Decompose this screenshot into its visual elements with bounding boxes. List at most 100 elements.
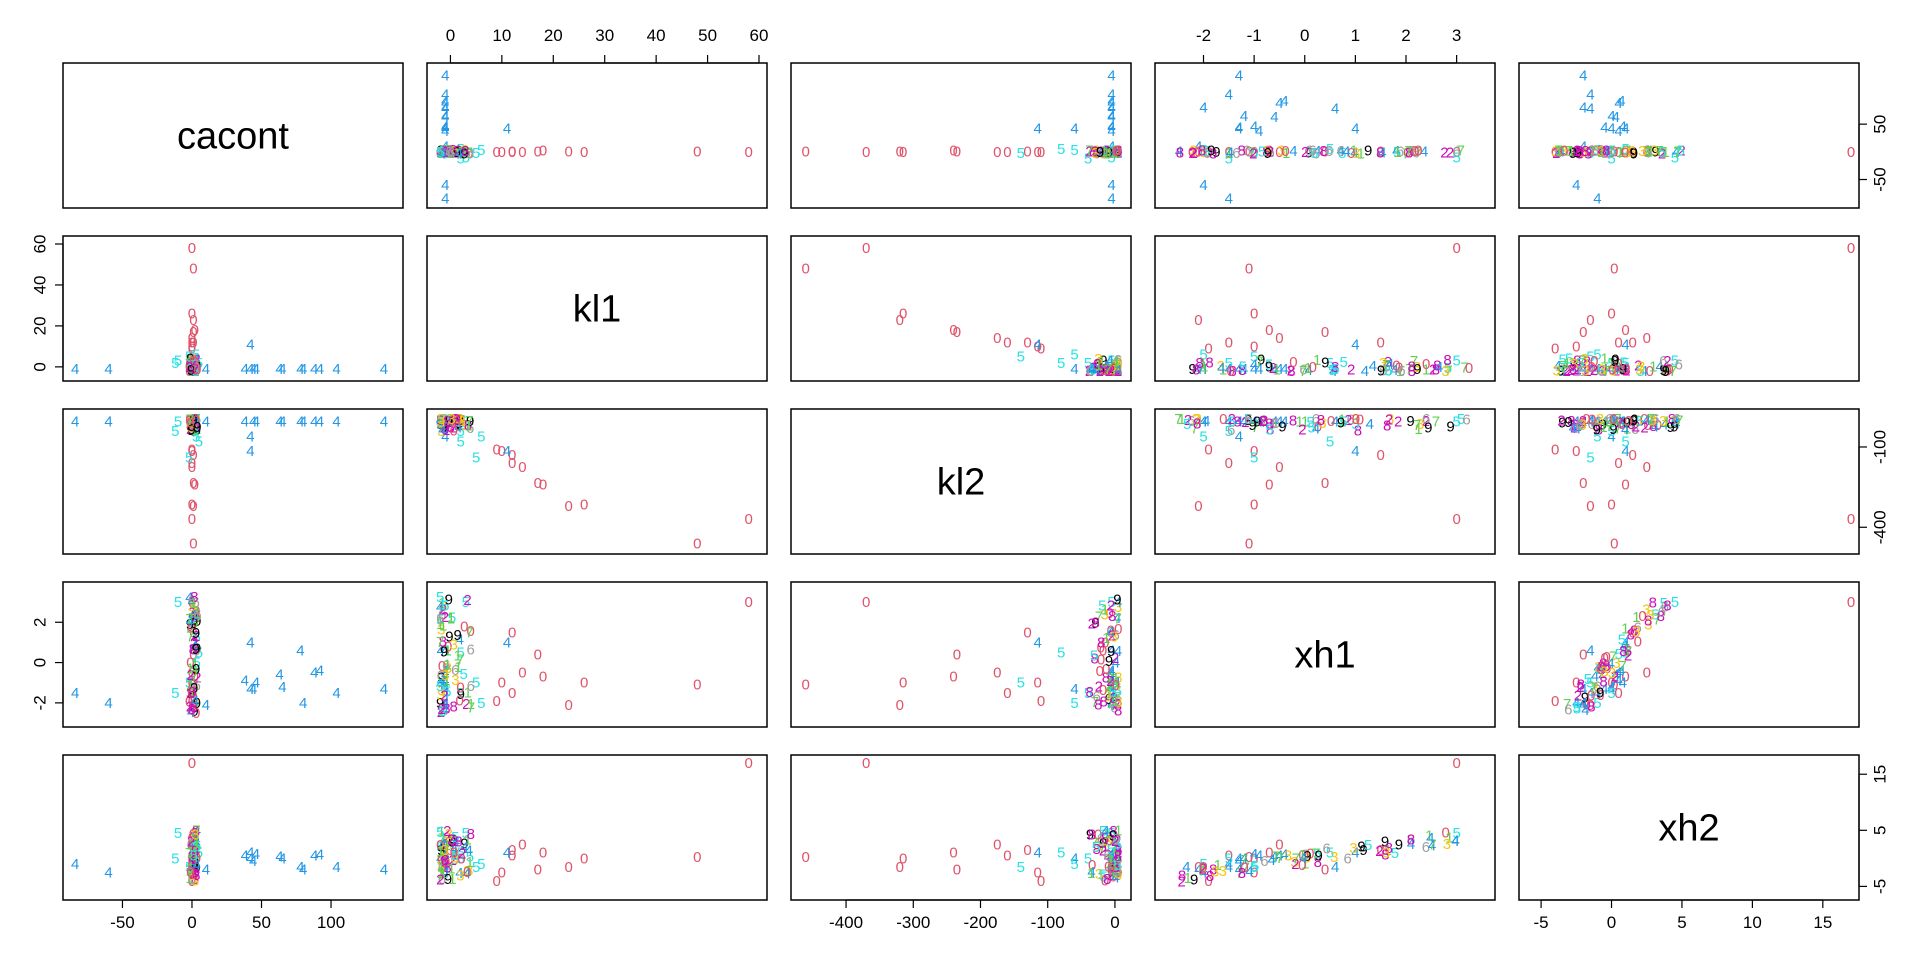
point-group-0: 0 [1250,497,1258,514]
point-group-6: 6 [1631,421,1639,438]
point-group-4: 4 [1107,846,1115,863]
point-group-5: 5 [1057,845,1065,862]
point-group-9: 9 [436,416,444,433]
point-group-0: 0 [1250,850,1258,867]
point-group-8: 8 [1376,145,1384,162]
point-group-9: 9 [1108,363,1116,380]
point-group-6: 6 [1093,689,1101,706]
point-group-0: 0 [192,603,200,620]
point-group-5: 5 [1338,145,1346,162]
point-group-4: 4 [1640,363,1648,380]
point-group-5: 5 [1658,144,1666,161]
point-group-4: 4 [191,420,199,437]
point-group-0: 0 [518,144,526,161]
point-group-0: 0 [565,143,573,160]
point-group-0: 0 [1643,144,1651,161]
point-group-7: 7 [191,607,199,624]
point-group-4: 4 [191,693,199,710]
point-group-4: 4 [1280,414,1288,431]
point-group-5: 5 [451,829,459,846]
point-group-8: 8 [189,699,197,716]
point-group-5: 5 [1457,411,1465,428]
point-group-9: 9 [460,145,468,162]
point-group-6: 6 [1453,144,1461,161]
point-group-0: 0 [437,850,445,867]
panel-xh1-vs-kl1: 0000000000044444444444444445555517540137… [426,581,768,728]
point-group-9: 9 [1377,362,1385,379]
point-group-7: 7 [1113,360,1121,377]
point-group-1: 1 [448,871,456,888]
point-group-3: 3 [1211,864,1219,881]
point-group-4: 4 [1270,849,1278,866]
point-group-1: 1 [437,145,445,162]
point-group-9: 9 [1265,358,1273,375]
point-group-4: 4 [1235,414,1243,431]
point-group-3: 3 [189,357,197,374]
point-group-8: 8 [1109,823,1117,840]
point-group-4: 4 [1607,414,1615,431]
point-group-3: 3 [192,362,200,379]
point-group-2: 2 [1103,847,1111,864]
point-group-0: 0 [1298,857,1306,874]
point-group-6: 6 [1591,363,1599,380]
point-group-2: 2 [1573,143,1581,160]
point-group-2: 2 [1091,143,1099,160]
point-group-5: 5 [1593,142,1601,159]
point-group-1: 1 [438,595,446,612]
point-group-4: 4 [1101,823,1109,840]
point-group-5: 5 [1199,428,1207,445]
point-group-4: 4 [202,361,210,378]
tick-label: 10 [492,26,511,45]
point-group-9: 9 [1253,414,1261,431]
point-group-0: 0 [1194,859,1202,876]
point-group-9: 9 [1558,415,1566,432]
point-group-4: 4 [1337,143,1345,160]
point-group-4: 4 [1199,361,1207,378]
point-group-4: 4 [278,361,286,378]
point-group-0: 0 [188,680,196,697]
point-group-0: 0 [186,419,194,436]
point-group-4: 4 [503,845,511,862]
point-group-5: 5 [448,609,456,626]
tick-label: 30 [595,26,614,45]
point-group-4: 4 [1107,361,1115,378]
point-group-0: 0 [189,826,197,843]
point-group-8: 8 [1176,144,1184,161]
point-group-4: 4 [1557,143,1565,160]
point-group-9: 9 [450,832,458,849]
point-group-8: 8 [467,826,475,843]
point-group-7: 7 [189,843,197,860]
panel-frame [1154,754,1496,901]
point-group-4: 4 [310,665,318,682]
point-group-0: 0 [1192,144,1200,161]
point-group-0: 0 [1275,144,1283,161]
point-group-1: 1 [442,143,450,160]
point-group-7: 7 [1104,678,1112,695]
point-group-2: 2 [1085,363,1093,380]
point-group-4: 4 [299,695,307,712]
point-group-1: 1 [1304,360,1312,377]
point-group-0: 0 [862,144,870,161]
point-group-2: 2 [188,863,196,880]
point-group-0: 0 [508,455,516,472]
point-group-4: 4 [1351,845,1359,862]
point-group-3: 3 [1637,359,1645,376]
point-group-7: 7 [1609,648,1617,665]
point-group-9: 9 [1593,422,1601,439]
point-group-4: 4 [441,101,449,118]
point-group-0: 0 [1646,363,1654,380]
point-group-1: 1 [1350,143,1358,160]
point-group-9: 9 [1630,412,1638,429]
point-group-0: 0 [1586,312,1594,329]
point-group-1: 1 [1095,354,1103,371]
point-group-5: 5 [1607,355,1615,372]
point-group-0: 0 [693,535,701,552]
point-group-0: 0 [1621,144,1629,161]
point-group-5: 5 [1310,145,1318,162]
point-group-5: 5 [1615,646,1623,663]
point-group-3: 3 [1217,358,1225,375]
